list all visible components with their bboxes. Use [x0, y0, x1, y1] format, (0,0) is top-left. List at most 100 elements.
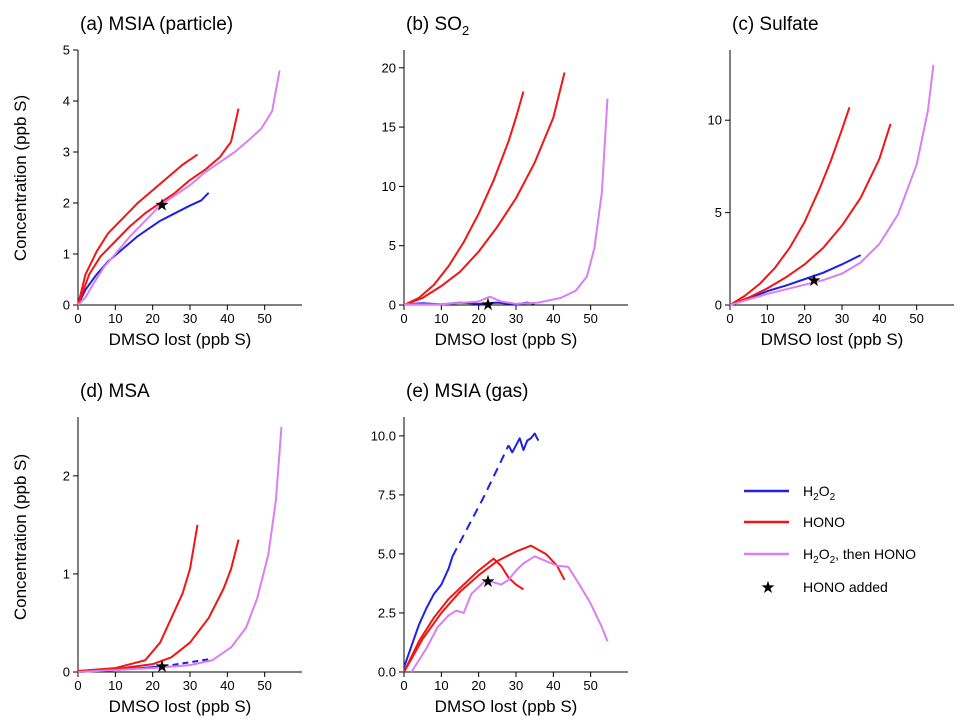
series-line-hono: [729, 123, 892, 306]
y-tick-label: 5.0: [378, 546, 396, 561]
x-tick-label: 30: [509, 311, 523, 326]
series-line-h2o2_hono: [404, 98, 609, 306]
y-tick-label: 2: [63, 468, 70, 483]
panel-title: (d) MSA: [80, 381, 150, 402]
series-line-h2o2_hono: [729, 64, 935, 306]
y-tick-label: 0: [63, 665, 70, 680]
x-tick-label: 10: [108, 678, 122, 693]
ylabel-bottom: Concentration (ppb S): [11, 454, 30, 620]
hono-added-marker: ★: [806, 271, 821, 290]
hono-added-marker: ★: [480, 295, 495, 314]
y-tick-label: 0: [389, 298, 396, 313]
series-line-hono: [403, 557, 525, 673]
y-tick-label: 5: [63, 43, 70, 58]
x-tick-label: 0: [74, 311, 81, 326]
y-tick-label: 10: [382, 179, 396, 194]
x-axis-label: DMSO lost (ppb S): [761, 330, 904, 349]
y-tick-label: 2.5: [378, 605, 396, 620]
x-tick-label: 40: [872, 311, 886, 326]
panel-title: (e) MSIA (gas): [406, 381, 528, 402]
x-tick-label: 10: [760, 311, 774, 326]
x-axis-label: DMSO lost (ppb S): [109, 697, 252, 716]
legend-item-hono-added: ★ HONO added: [760, 578, 887, 597]
y-tick-label: 15: [382, 120, 396, 135]
y-tick-label: 0: [715, 298, 722, 313]
panel-title: (c) Sulfate: [732, 14, 819, 35]
panel-b: 0 10 20 30 40 50 0 5 10 15 20 DMSO lost (ppb S) (b) …: [382, 14, 628, 349]
legend-star-marker: ★: [760, 578, 775, 597]
x-tick-label: 0: [726, 311, 733, 326]
legend-label-hono: HONO: [803, 514, 845, 530]
series-line-h2o2: [403, 556, 454, 668]
x-tick-label: 40: [220, 311, 234, 326]
panel-e: 0 10 20 30 40 50 0.0 2.5 5.0 7.5 10.0 DMSO lost (pp…: [371, 381, 628, 716]
y-tick-label: 10: [708, 113, 722, 128]
x-tick-label: 40: [546, 311, 560, 326]
legend-label-hono-added: HONO added: [803, 579, 888, 595]
series-line-hono: [403, 72, 566, 306]
x-tick-label: 20: [145, 311, 159, 326]
panel-d: 0 10 20 30 40 50 0 1 2 DMSO lost (ppb S) (d) MSA ★: [63, 381, 302, 716]
legend-label-h2o2: H2O2: [803, 483, 836, 503]
series-line-h2o2_hono: [77, 70, 281, 306]
series-line-hono: [77, 539, 240, 673]
panel-a: 0 10 20 30 40 50 0 1 2 3 4 5 DMSO lost (ppb S) (a) MS…: [63, 14, 302, 349]
x-tick-label: 50: [257, 311, 271, 326]
x-axis-label: DMSO lost (ppb S): [435, 697, 578, 716]
x-tick-label: 10: [434, 311, 448, 326]
legend-item-hono: HONO: [744, 514, 845, 530]
series-line-h2o2: [77, 192, 210, 306]
x-tick-label: 50: [583, 678, 597, 693]
y-tick-label: 0: [63, 298, 70, 313]
y-tick-label: 0.0: [378, 665, 396, 680]
series-line-hono: [77, 153, 199, 306]
series-line-hono: [729, 106, 851, 306]
y-tick-label: 4: [63, 94, 70, 109]
y-tick-label: 10.0: [371, 428, 396, 443]
x-tick-label: 0: [400, 311, 407, 326]
legend: H2O2 HONO H2O2, then HONO ★ HONO added: [744, 483, 916, 597]
hono-added-marker: ★: [154, 657, 169, 676]
series-line-hono: [77, 524, 199, 673]
panel-title: (a) MSIA (particle): [80, 14, 233, 35]
x-axis-label: DMSO lost (ppb S): [435, 330, 578, 349]
x-tick-label: 30: [835, 311, 849, 326]
x-tick-label: 20: [471, 678, 485, 693]
x-tick-label: 10: [108, 311, 122, 326]
x-tick-label: 30: [509, 678, 523, 693]
series-line-hono: [403, 91, 525, 306]
series-line-hono: [77, 108, 240, 306]
y-tick-label: 1: [63, 566, 70, 581]
series-line-h2o2_hono: [410, 555, 609, 673]
x-axis-label: DMSO lost (ppb S): [109, 330, 252, 349]
x-tick-label: 40: [220, 678, 234, 693]
series-line-h2o2: [507, 432, 540, 454]
x-tick-label: 10: [434, 678, 448, 693]
series-line-hono: [403, 544, 566, 673]
y-tick-label: 3: [63, 145, 70, 160]
series-line-h2o2_hono: [77, 426, 283, 673]
legend-item-h2o2-then-hono: H2O2, then HONO: [744, 546, 916, 566]
legend-label-h2o2-then-hono: H2O2, then HONO: [803, 546, 916, 566]
x-tick-label: 0: [400, 678, 407, 693]
panel-c: 0 10 20 30 40 50 0 5 10 DMSO lost (ppb S) (c) Sulf…: [708, 14, 954, 349]
x-tick-label: 20: [471, 311, 485, 326]
hono-added-marker: ★: [154, 196, 169, 215]
x-tick-label: 40: [546, 678, 560, 693]
series-line-h2o2: [451, 444, 510, 557]
x-tick-label: 20: [797, 311, 811, 326]
y-tick-label: 5: [389, 238, 396, 253]
panel-title: (b) SO2: [406, 14, 469, 38]
y-tick-label: 5: [715, 205, 722, 220]
x-tick-label: 20: [145, 678, 159, 693]
x-tick-label: 50: [257, 678, 271, 693]
y-tick-label: 1: [63, 247, 70, 262]
series-line-h2o2: [729, 254, 862, 306]
x-tick-label: 50: [583, 311, 597, 326]
x-tick-label: 0: [74, 678, 81, 693]
x-tick-label: 30: [183, 678, 197, 693]
x-tick-label: 50: [909, 311, 923, 326]
hono-added-marker: ★: [480, 572, 495, 591]
